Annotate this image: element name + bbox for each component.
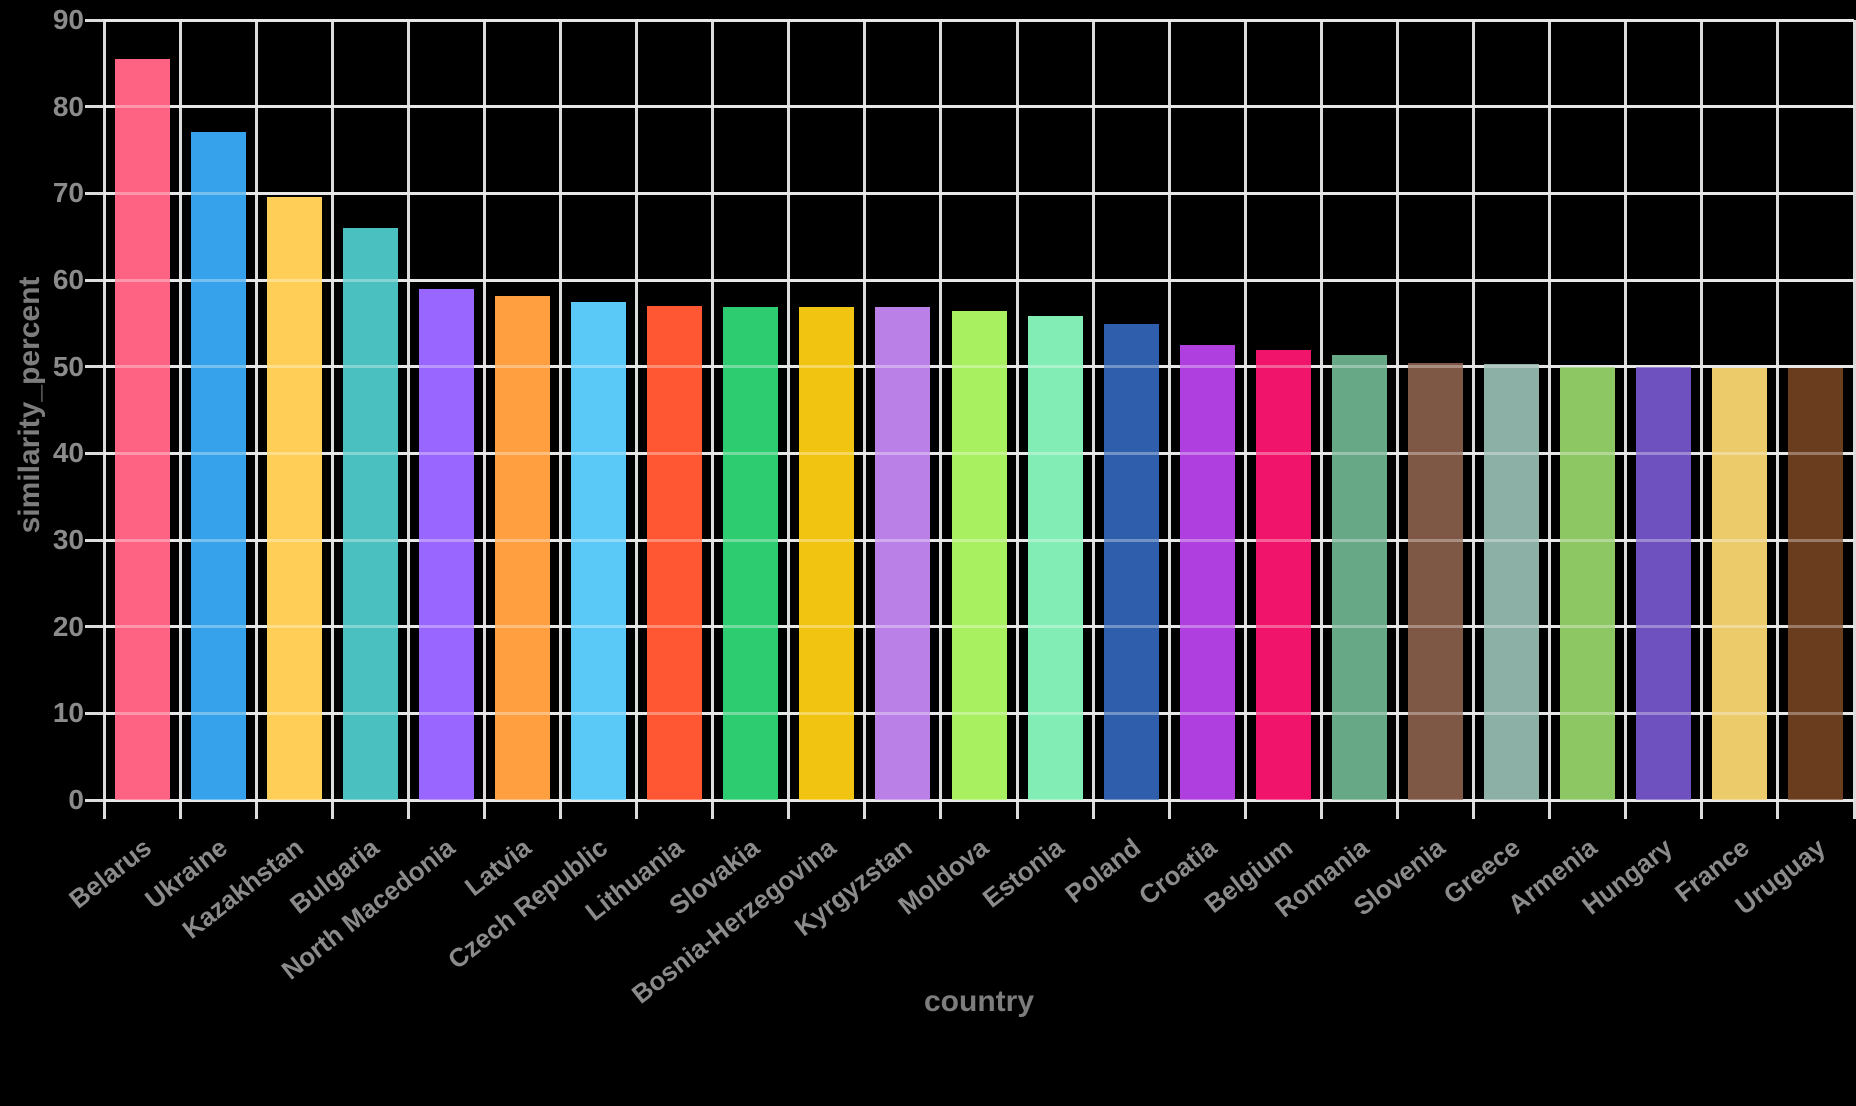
x-axis-title: country xyxy=(923,985,1035,1018)
x-tick-label-estonia: Estonia xyxy=(977,832,1070,914)
y-axis-tick xyxy=(85,278,104,282)
bar-slovakia xyxy=(723,306,779,800)
bar-hungary xyxy=(1636,366,1692,800)
vertical-gridline xyxy=(863,20,867,819)
vertical-gridline xyxy=(330,20,334,819)
y-tick-label: 30 xyxy=(52,524,84,555)
bar-lithuania xyxy=(647,306,703,800)
horizontal-gridline-overlay xyxy=(104,798,1854,802)
y-tick-label: 40 xyxy=(52,437,84,469)
horizontal-gridline-overlay xyxy=(104,365,1854,369)
y-axis-tick xyxy=(85,105,104,109)
bar-armenia xyxy=(1560,366,1616,800)
horizontal-gridline-overlay xyxy=(104,711,1854,715)
horizontal-gridline-overlay xyxy=(104,625,1854,629)
bar-romania xyxy=(1331,354,1387,800)
bar-north-macedonia xyxy=(418,288,474,800)
vertical-gridline xyxy=(1015,20,1019,819)
bar-slovenia xyxy=(1408,363,1464,800)
vertical-gridline xyxy=(1776,20,1780,819)
horizontal-gridline xyxy=(104,18,1854,22)
horizontal-gridline-overlay xyxy=(104,191,1854,195)
horizontal-gridline xyxy=(104,191,1854,195)
vertical-gridline xyxy=(939,20,943,819)
vertical-gridline xyxy=(178,20,182,819)
y-axis-tick xyxy=(85,451,104,455)
y-axis-tick xyxy=(85,711,104,715)
bar-belgium xyxy=(1255,350,1311,800)
vertical-gridline xyxy=(1852,20,1856,819)
y-axis-tick xyxy=(85,365,104,369)
bar-bulgaria xyxy=(342,228,398,800)
bar-estonia xyxy=(1027,315,1083,800)
vertical-gridline xyxy=(559,20,563,819)
y-axis-title: similarity_percent xyxy=(13,276,46,534)
vertical-gridline xyxy=(1243,20,1247,819)
bar-czech-republic xyxy=(571,301,627,800)
bar-uruguay xyxy=(1788,367,1844,800)
y-tick-label: 20 xyxy=(52,610,84,642)
plot-area: 0 10 20 30 40 50 60 70 80 90 Belarus Ukraine Kazakhs… xyxy=(53,5,1856,1010)
bar-bosnia-herzegovina xyxy=(799,306,855,800)
y-axis-tick xyxy=(85,798,104,802)
y-axis-tick xyxy=(85,191,104,195)
vertical-gridline xyxy=(787,20,791,819)
vertical-gridline xyxy=(102,20,106,819)
vertical-gridline xyxy=(254,20,258,819)
vertical-gridline xyxy=(1472,20,1476,819)
vertical-gridline xyxy=(1395,20,1399,819)
horizontal-gridline xyxy=(104,278,1854,282)
x-tick-label-poland: Poland xyxy=(1058,832,1146,910)
horizontal-gridline-overlay xyxy=(104,538,1854,542)
vertical-gridline xyxy=(635,20,639,819)
vertical-gridline xyxy=(406,20,410,819)
y-tick-label: 60 xyxy=(52,264,84,295)
bar-kyrgyzstan xyxy=(875,306,931,800)
y-tick-label: 70 xyxy=(52,177,84,209)
y-tick-label: 90 xyxy=(52,4,84,35)
vertical-gridline xyxy=(1167,20,1171,819)
horizontal-gridline-overlay xyxy=(104,278,1854,282)
bar-belarus xyxy=(114,59,170,800)
y-axis-tick xyxy=(85,18,104,22)
bar-moldova xyxy=(951,311,1007,800)
bar-greece xyxy=(1484,364,1540,800)
horizontal-gridline xyxy=(104,105,1854,109)
y-tick-label: 10 xyxy=(52,697,84,729)
y-tick-label: 80 xyxy=(52,90,84,122)
bar-poland xyxy=(1103,324,1159,800)
horizontal-gridline-overlay xyxy=(104,18,1854,22)
y-axis-tick xyxy=(85,538,104,542)
horizontal-gridline xyxy=(104,798,1854,802)
y-axis-tick xyxy=(85,625,104,629)
vertical-gridline xyxy=(1624,20,1628,819)
y-tick-label: 50 xyxy=(52,350,84,382)
bar-ukraine xyxy=(190,131,246,800)
vertical-gridline xyxy=(1548,20,1552,819)
x-tick-label-belarus: Belarus xyxy=(62,832,157,915)
bar-france xyxy=(1712,367,1768,800)
horizontal-gridline-overlay xyxy=(104,105,1854,109)
vertical-gridline xyxy=(711,20,715,819)
horizontal-gridline-overlay xyxy=(104,451,1854,455)
bar-latvia xyxy=(494,296,550,800)
bar-croatia xyxy=(1179,345,1235,800)
y-tick-label: 0 xyxy=(68,784,84,815)
bar-kazakhstan xyxy=(266,196,322,800)
vertical-gridline xyxy=(1700,20,1704,819)
vertical-gridline xyxy=(1091,20,1095,819)
vertical-gridline xyxy=(482,20,486,819)
vertical-gridline xyxy=(1319,20,1323,819)
